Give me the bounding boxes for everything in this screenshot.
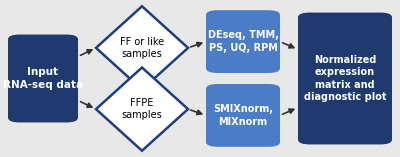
- Polygon shape: [96, 6, 188, 89]
- Text: Normalized
expression
matrix and
diagnostic plot: Normalized expression matrix and diagnos…: [304, 55, 386, 102]
- Polygon shape: [96, 68, 188, 151]
- Text: FFPE
samples: FFPE samples: [122, 98, 162, 120]
- FancyBboxPatch shape: [298, 13, 392, 144]
- Text: FF or like
samples: FF or like samples: [120, 37, 164, 59]
- FancyBboxPatch shape: [8, 35, 78, 122]
- Text: DEseq, TMM,
PS, UQ, RPM: DEseq, TMM, PS, UQ, RPM: [208, 30, 278, 53]
- FancyBboxPatch shape: [206, 84, 280, 147]
- FancyBboxPatch shape: [206, 10, 280, 73]
- Text: SMIXnorm,
MIXnorm: SMIXnorm, MIXnorm: [213, 104, 273, 127]
- Text: Input
RNA-seq data: Input RNA-seq data: [3, 67, 83, 90]
